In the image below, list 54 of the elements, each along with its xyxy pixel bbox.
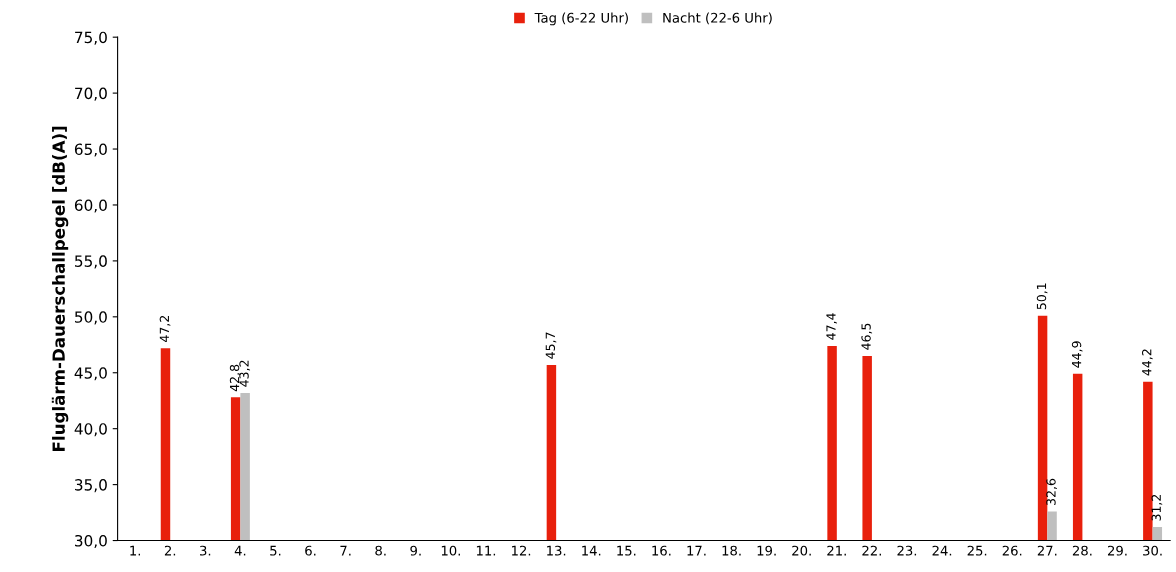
- data-label: 44,9: [1071, 341, 1083, 368]
- y-tick-label: 40,0: [74, 423, 107, 437]
- x-tick-label: 22.: [862, 545, 881, 556]
- x-tick-label: 16.: [652, 545, 671, 556]
- x-tick-label: 27.: [1037, 545, 1057, 556]
- x-tick-label: 12.: [512, 545, 531, 556]
- x-tick-label: 17.: [687, 545, 706, 556]
- y-tick-label: 55,0: [75, 255, 107, 269]
- x-tick-label: 14.: [582, 545, 601, 556]
- x-tick-label: 30.: [1143, 545, 1162, 556]
- y-tick-label: 65,0: [74, 143, 107, 157]
- x-tick-label: 15.: [617, 545, 636, 556]
- x-tick-label: 24.: [932, 545, 952, 556]
- y-tick-label: 50,0: [75, 311, 107, 325]
- x-tick-label: 5.: [270, 545, 281, 556]
- data-label: 32,6: [1046, 478, 1057, 505]
- y-tick-label: 30,0: [75, 535, 107, 549]
- x-tick-label: 1.: [130, 545, 141, 556]
- x-tick-label: 8.: [375, 545, 386, 556]
- x-tick-label: 18.: [722, 545, 741, 556]
- x-tick-label: 28.: [1072, 545, 1092, 556]
- data-label: 45,7: [545, 332, 557, 359]
- data-label: 50,1: [1036, 283, 1048, 310]
- x-tick-label: 6.: [305, 545, 316, 556]
- y-tick-label: 70,0: [75, 87, 107, 101]
- x-tick-label: 29.: [1107, 545, 1127, 556]
- x-tick-label: 7.: [340, 545, 351, 556]
- x-tick-label: 19.: [757, 545, 776, 556]
- x-tick-label: 13.: [547, 545, 566, 556]
- x-tick-label: 10.: [441, 545, 460, 556]
- data-label: 31,2: [1151, 494, 1163, 521]
- y-axis-title: Fluglärm-Dauerschallpegel [dB(A)]: [51, 126, 69, 451]
- y-tick-label: 60,0: [74, 199, 107, 213]
- data-label: 47,2: [159, 316, 171, 342]
- data-label: 44,2: [1142, 349, 1153, 376]
- legend-label: Tag (6-22 Uhr): [534, 12, 628, 26]
- x-tick-label: 11.: [476, 545, 496, 556]
- x-tick-label: 2.: [164, 545, 176, 556]
- y-tick-label: 35,0: [75, 479, 107, 493]
- data-label: 47,4: [826, 313, 837, 340]
- x-tick-label: 3.: [200, 545, 211, 556]
- x-tick-label: 20.: [792, 545, 811, 556]
- x-tick-label: 21.: [827, 545, 846, 556]
- x-tick-label: 9.: [410, 545, 421, 556]
- x-tick-label: 25.: [967, 545, 987, 556]
- data-label: 42,8: [229, 364, 241, 392]
- x-tick-label: 23.: [897, 545, 917, 556]
- y-tick-label: 45,0: [74, 367, 107, 381]
- data-label: 46,5: [861, 323, 873, 350]
- data-label: 43,2: [239, 360, 251, 387]
- x-tick-label: 4.: [234, 545, 246, 556]
- y-tick-label: 75,0: [75, 31, 107, 45]
- legend-label: Nacht (22-6 Uhr): [663, 12, 772, 25]
- x-tick-label: 26.: [1002, 545, 1022, 556]
